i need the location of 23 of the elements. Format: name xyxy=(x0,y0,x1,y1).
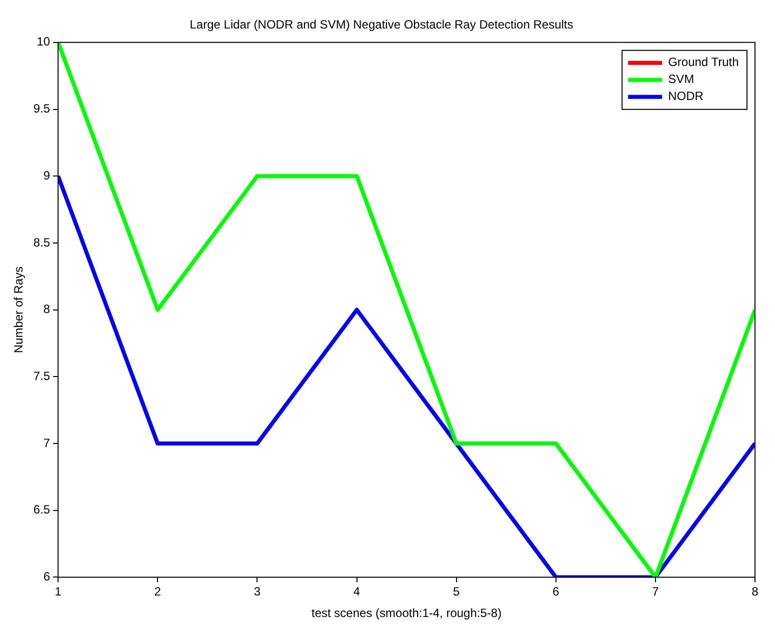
y-tick-label: 6.5 xyxy=(33,502,50,517)
y-tick-label: 9 xyxy=(43,168,50,182)
x-tick-label: 1 xyxy=(54,584,62,599)
y-tick-label: 8 xyxy=(43,302,50,316)
chart-title: Large Lidar (NODR and SVM) Negative Obstacle Ray Detection Results xyxy=(190,18,574,32)
x-tick-label: 4 xyxy=(353,584,360,599)
legend-label: Ground Truth xyxy=(668,55,739,70)
x-tick-label: 7 xyxy=(652,584,660,599)
x-tick-label: 5 xyxy=(452,584,460,599)
y-axis-title: Number of Rays xyxy=(12,266,26,354)
y-tick-label: 10 xyxy=(36,34,50,49)
y-tick-label: 8.5 xyxy=(33,235,50,250)
x-tick-label: 6 xyxy=(552,584,560,599)
legend-label: SVM xyxy=(668,72,694,86)
x-axis-title: test scenes (smooth:1-4, rough:5-8) xyxy=(311,606,502,620)
y-tick-label: 7.5 xyxy=(33,368,50,383)
x-tick-label: 3 xyxy=(254,584,261,599)
y-tick-label: 6 xyxy=(43,570,50,584)
x-tick-label: 2 xyxy=(154,584,162,599)
y-tick-label: 9.5 xyxy=(33,102,50,116)
x-tick-label: 8 xyxy=(752,584,759,599)
y-tick-label: 7 xyxy=(43,436,50,450)
legend-label: NODR xyxy=(668,89,704,104)
